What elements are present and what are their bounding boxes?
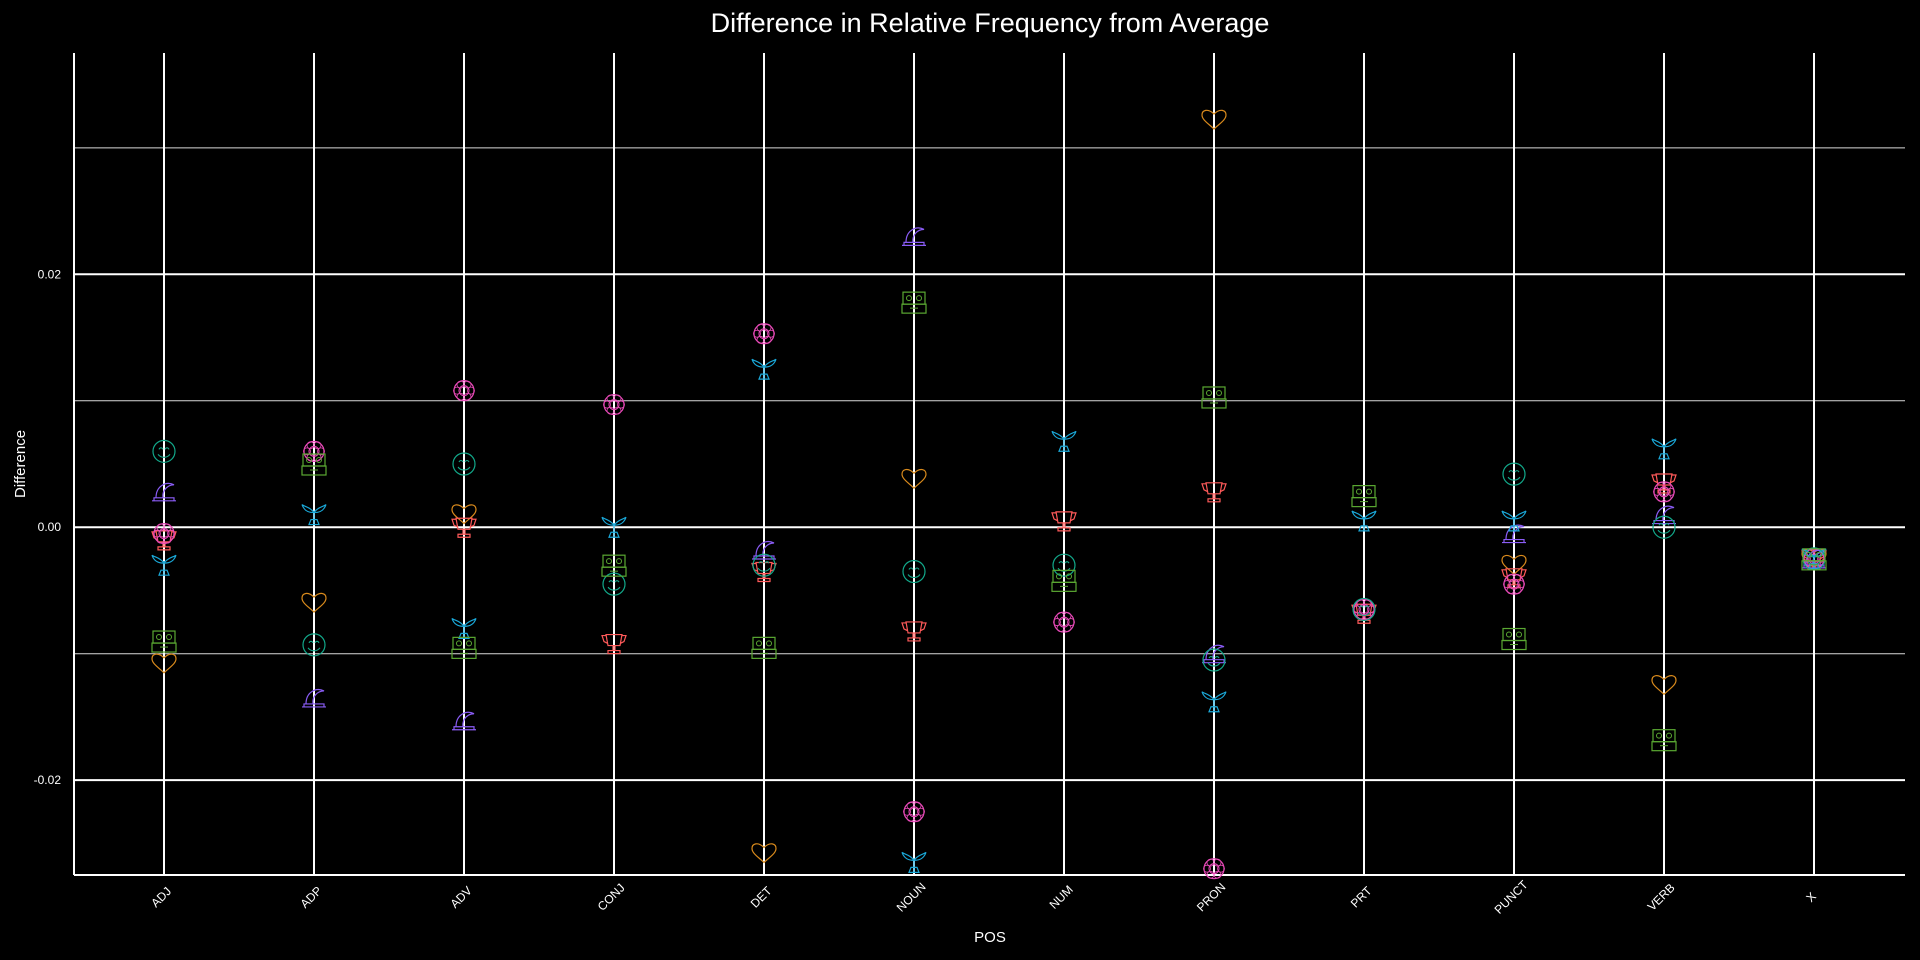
data-point-hat-icon: [452, 711, 476, 731]
data-point-smiley-icon: [452, 452, 476, 476]
y-tick-label: 0.02: [38, 267, 62, 281]
data-point-smiley-icon: [152, 439, 176, 463]
data-point-hat-icon: [902, 227, 926, 246]
data-point-robot-icon: [601, 554, 627, 577]
y-tick-label: -0.02: [34, 773, 62, 787]
data-point-plant-icon: [901, 851, 927, 873]
data-point-heart-icon: [751, 843, 777, 864]
data-point-robot-icon: [1651, 729, 1677, 752]
y-tick-label: 0.00: [38, 520, 62, 534]
data-point-hat-icon: [752, 541, 776, 560]
y-axis-label: Difference: [12, 430, 29, 498]
data-point-smiley-icon: [752, 553, 776, 577]
data-point-plant-icon: [451, 617, 477, 640]
data-point-hat-icon: [1502, 524, 1526, 544]
data-point-flower-icon: [903, 801, 925, 823]
data-point-plant-icon: [751, 358, 777, 380]
data-point-plant-icon: [1351, 510, 1377, 532]
data-point-trophy-icon: [901, 621, 927, 642]
gridlines: [73, 53, 1905, 876]
data-point-smiley-icon: [1502, 462, 1526, 486]
data-point-trophy-icon: [601, 633, 627, 655]
data-point-plant-icon: [301, 504, 327, 526]
data-point-trophy-icon: [1651, 473, 1677, 494]
data-point-trophy-icon: [1201, 482, 1227, 503]
data-point-heart-icon: [1501, 554, 1527, 576]
data-point-heart-icon: [151, 653, 177, 674]
data-point-smiley-icon: [902, 559, 926, 584]
data-point-plant-icon: [1051, 430, 1077, 452]
data-points: [151, 109, 1827, 880]
data-point-smiley-icon: [1202, 648, 1226, 672]
data-point-robot-icon: [1201, 386, 1227, 409]
data-point-plant-icon: [1801, 548, 1827, 570]
data-point-flower-icon: [1503, 573, 1525, 595]
data-point-plant-icon: [1651, 438, 1677, 460]
data-point-smiley-icon: [1352, 597, 1376, 622]
data-point-hat-icon: [302, 689, 326, 708]
data-point-trophy-icon: [1051, 511, 1077, 532]
data-point-flower-icon: [1053, 611, 1075, 633]
data-point-flower-icon: [753, 323, 775, 345]
data-point-robot-icon: [751, 636, 777, 659]
data-point-smiley-icon: [302, 633, 326, 657]
data-point-robot-icon: [1051, 569, 1077, 592]
data-point-flower-icon: [453, 380, 475, 402]
data-point-flower-icon: [153, 522, 175, 545]
data-point-robot-icon: [451, 636, 477, 659]
data-point-plant-icon: [1201, 691, 1227, 713]
y-tick-labels: 0.02 0.00 -0.02: [34, 267, 62, 787]
data-point-robot-icon: [1801, 548, 1827, 571]
data-point-heart-icon: [301, 592, 327, 613]
data-point-smiley-icon: [1052, 553, 1076, 577]
data-point-heart-icon: [901, 468, 927, 490]
chart-title: Difference in Relative Frequency from Av…: [711, 8, 1270, 38]
data-point-robot-icon: [901, 291, 927, 314]
x-axis-label: POS: [974, 929, 1006, 946]
data-point-heart-icon: [1651, 675, 1677, 696]
data-point-heart-icon: [451, 504, 477, 525]
data-point-flower-icon: [1203, 858, 1225, 880]
data-point-plant-icon: [1501, 510, 1527, 532]
data-point-plant-icon: [601, 516, 627, 538]
data-point-robot-icon: [301, 453, 327, 476]
data-point-flower-icon: [603, 393, 625, 416]
data-point-hat-icon: [152, 482, 176, 502]
data-point-trophy-icon: [451, 517, 477, 538]
data-point-smiley-icon: [602, 572, 626, 596]
data-point-flower-icon: [1653, 481, 1675, 503]
data-point-heart-icon: [1201, 109, 1227, 130]
data-point-robot-icon: [151, 630, 177, 653]
data-point-flower-icon: [303, 440, 325, 462]
data-point-trophy-icon: [1501, 568, 1527, 589]
data-point-robot-icon: [1351, 485, 1377, 508]
data-point-plant-icon: [151, 554, 177, 576]
data-point-robot-icon: [1501, 627, 1527, 651]
data-point-smiley-icon: [1652, 515, 1676, 539]
